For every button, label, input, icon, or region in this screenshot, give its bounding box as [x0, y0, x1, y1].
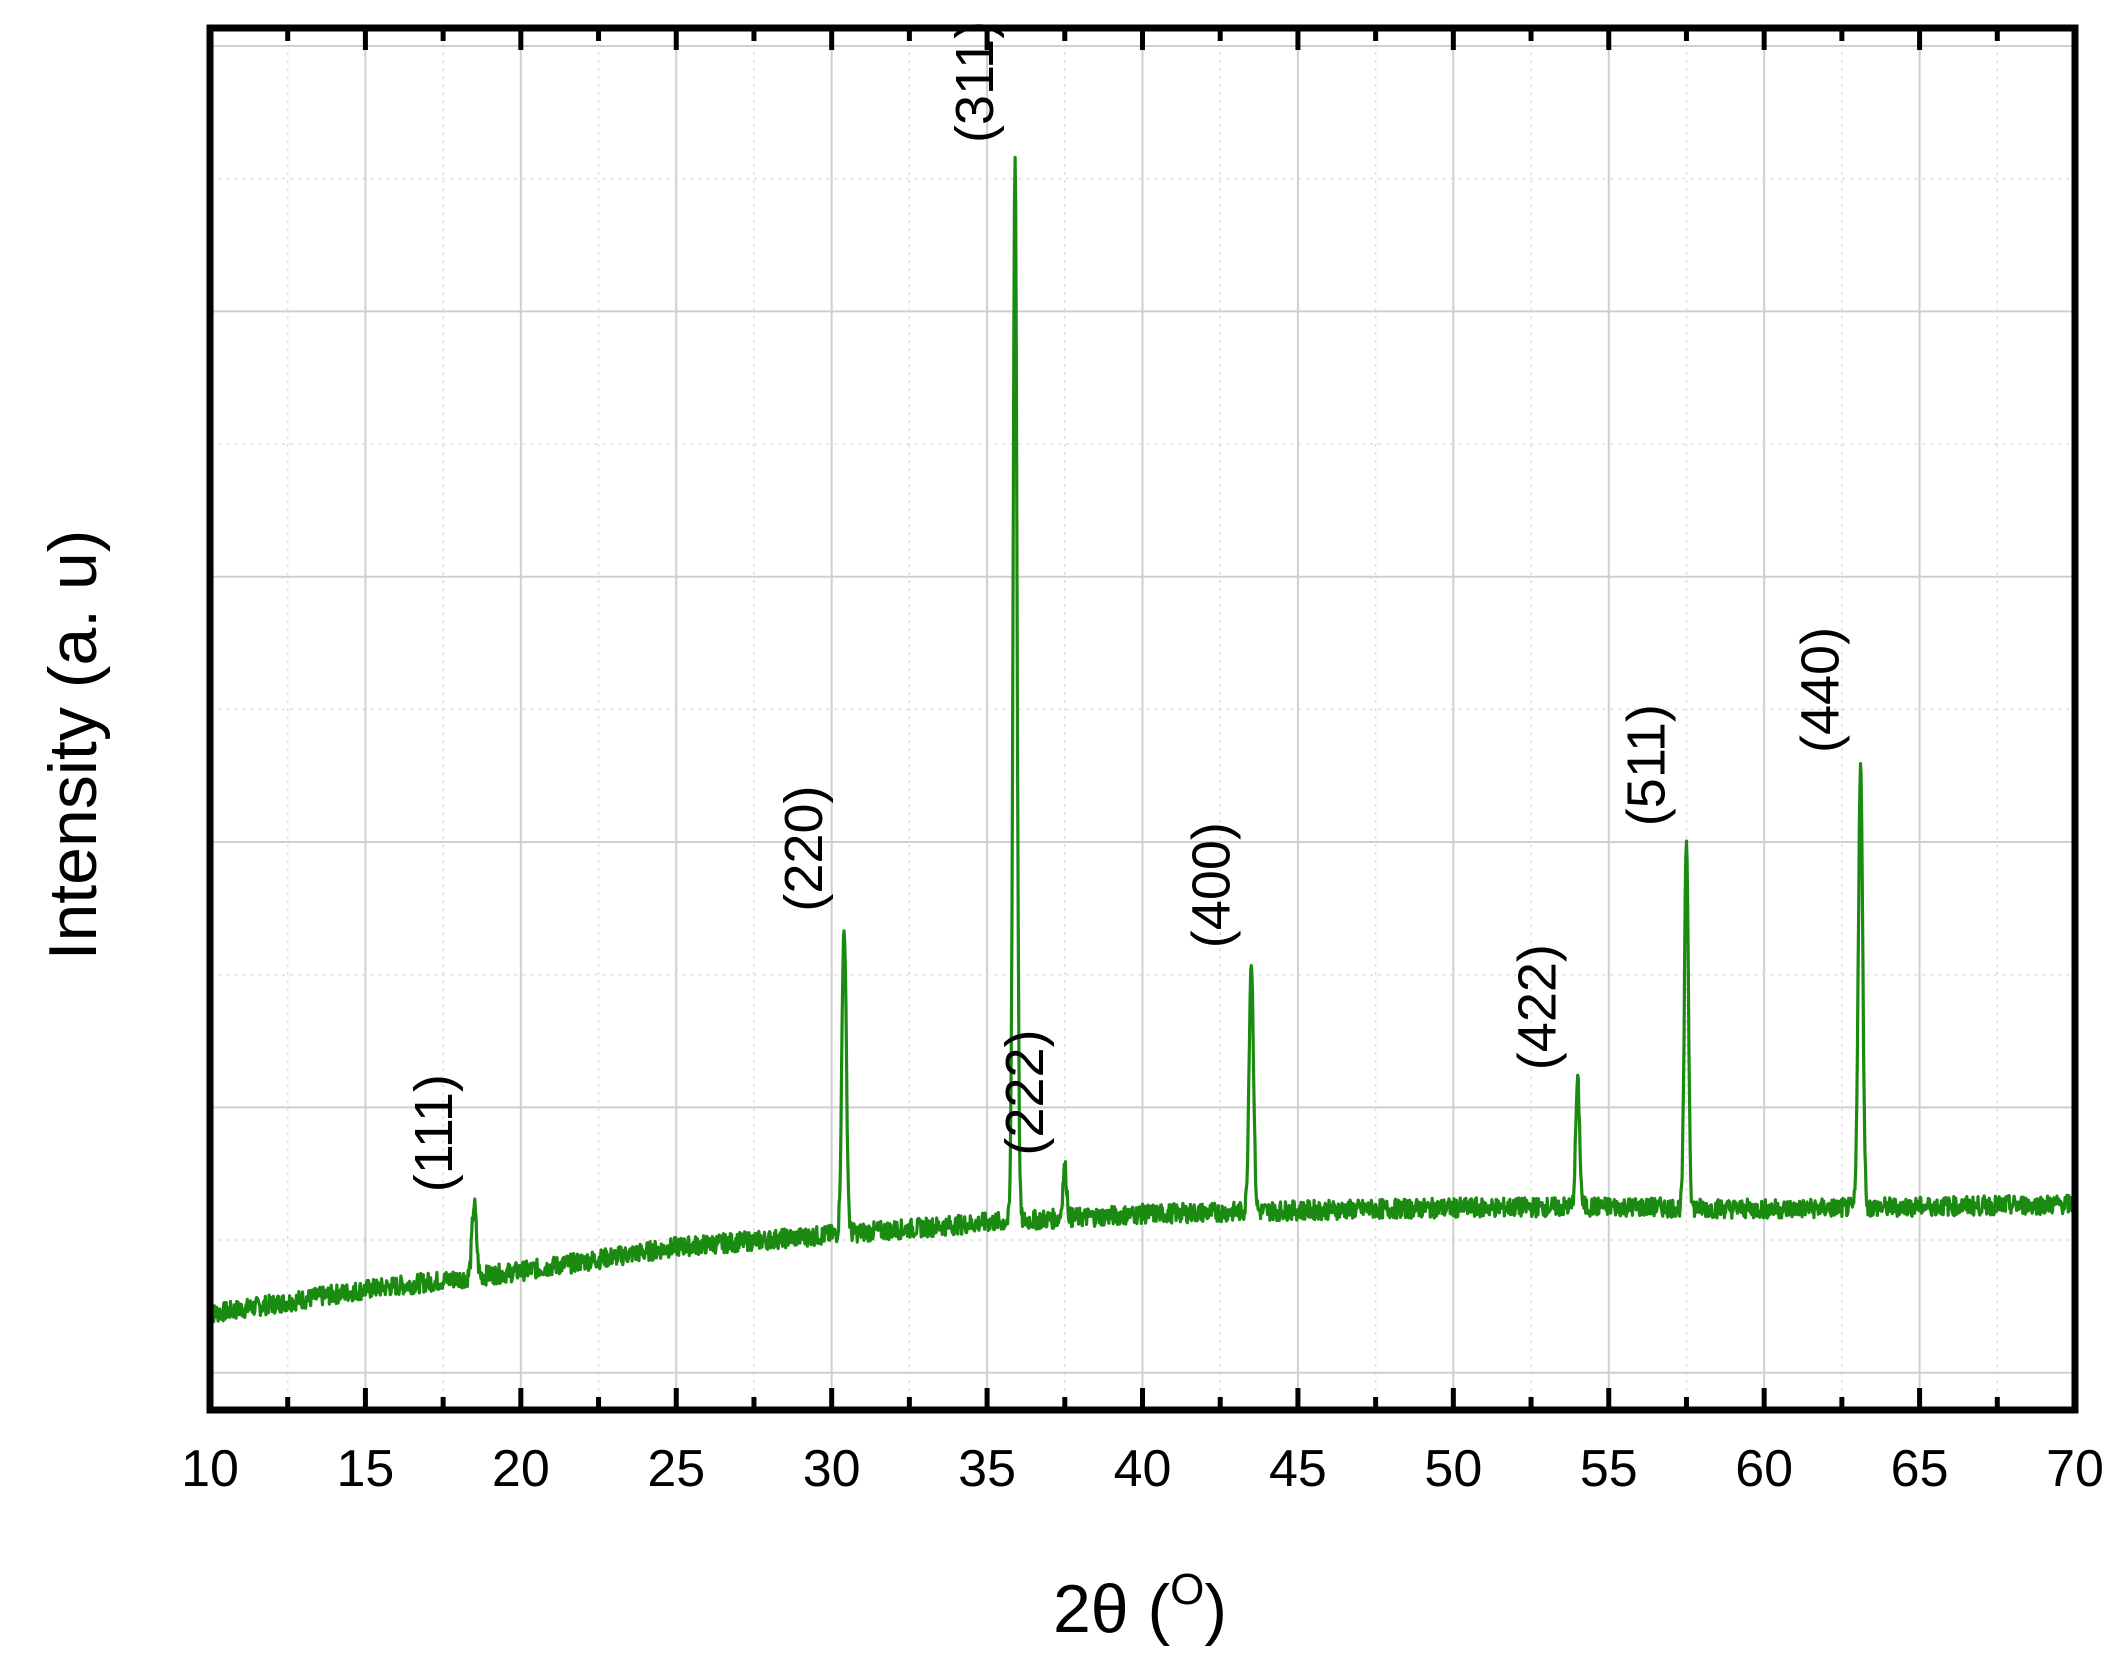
x-tick-label: 55	[1580, 1440, 1638, 1498]
x-axis-title-suffix: )	[1204, 1571, 1227, 1647]
peak-label: (511)	[1617, 704, 1677, 826]
y-axis-title: Intensity (a. u)	[35, 530, 111, 961]
peak-label: (440)	[1791, 627, 1851, 753]
x-tick-label: 60	[1735, 1440, 1793, 1498]
x-tick-label: 20	[492, 1440, 550, 1498]
xrd-pattern-line	[208, 155, 2077, 1324]
x-tick-label: 50	[1424, 1440, 1482, 1498]
x-tick-label: 15	[336, 1440, 394, 1498]
tick-label-layer: 10 15 20 25 30 35 40 45 50 55 60 65 70	[181, 1440, 2104, 1498]
peak-label: (222)	[995, 1030, 1055, 1156]
x-tick-label: 35	[958, 1440, 1016, 1498]
x-tick-label: 30	[803, 1440, 861, 1498]
peak-label: (311)	[945, 21, 1005, 143]
peak-label: (400)	[1181, 822, 1241, 948]
peak-label: (111)	[404, 1074, 464, 1192]
x-tick-label: 10	[181, 1440, 239, 1498]
series-layer	[208, 155, 2077, 1324]
peak-label: (422)	[1508, 944, 1568, 1070]
x-tick-label: 25	[647, 1440, 705, 1498]
annotation-layer: (111) (220) (311) (222) (400) (422) (511) (440)	[404, 21, 1850, 1192]
x-tick-label: 45	[1269, 1440, 1327, 1498]
x-tick-label: 40	[1114, 1440, 1172, 1498]
x-axis-title-superscript: O	[1170, 1565, 1204, 1614]
x-axis-title-main: 2θ (	[1053, 1571, 1171, 1647]
x-tick-label: 65	[1891, 1440, 1949, 1498]
x-axis-title: 2θ (O)	[1053, 1565, 1227, 1647]
peak-label: (220)	[774, 786, 834, 912]
frame-layer	[206, 24, 2079, 1414]
x-tick-label: 70	[2046, 1440, 2104, 1498]
